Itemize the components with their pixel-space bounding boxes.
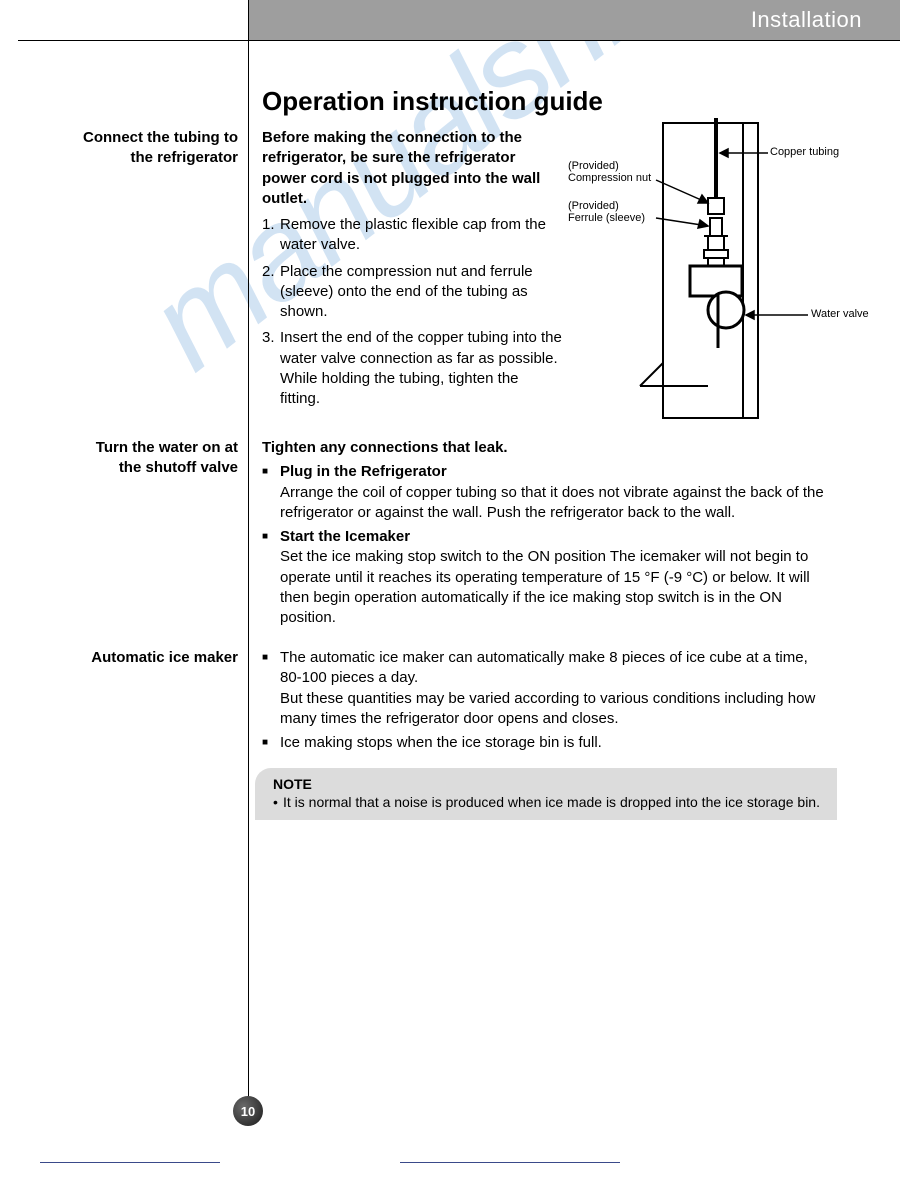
diagram-label-copper-tubing: Copper tubing	[770, 146, 839, 158]
page-main-title: Operation instruction guide	[262, 86, 603, 117]
note-title: NOTE	[273, 776, 823, 792]
bottom-accent-right	[400, 1162, 620, 1163]
bullet-content: Plug in the Refrigerator Arrange the coi…	[280, 462, 832, 523]
header-title: Installation	[751, 7, 862, 33]
list-item: ■ Plug in the Refrigerator Arrange the c…	[262, 462, 832, 523]
header-bar: Installation	[248, 0, 900, 40]
section2-label: Turn the water on at the shutoff valve	[18, 438, 238, 477]
bullet-marker: ■	[262, 648, 280, 729]
diagram-label-water-valve: Water valve	[811, 308, 869, 320]
section2-body: Tighten any connections that leak. ■ Plu…	[262, 438, 832, 632]
bullet-marker: ■	[262, 527, 280, 628]
list-item: ■ The automatic ice maker can automatica…	[262, 648, 832, 729]
section1-label: Connect the tubing to the refrigerator	[18, 128, 238, 167]
list-item: ■ Ice making stops when the ice storage …	[262, 733, 832, 753]
note-box: NOTE • It is normal that a noise is prod…	[255, 768, 837, 820]
bullet-text: The automatic ice maker can automaticall…	[280, 648, 832, 729]
diagram-tubing-connection: Copper tubing (Provided) Compression nut…	[568, 118, 898, 423]
bullet-text: Set the ice making stop switch to the ON…	[280, 547, 832, 628]
diagram-label-compression-nut: (Provided) Compression nut	[568, 160, 651, 184]
step-number: 1.	[262, 215, 280, 256]
page-number-badge: 10	[233, 1096, 263, 1126]
top-rule	[18, 40, 900, 41]
section2-lead: Tighten any connections that leak.	[262, 438, 832, 458]
bullet-marker: ■	[262, 462, 280, 523]
section3-body: ■ The automatic ice maker can automatica…	[262, 648, 832, 757]
section1-intro: Before making the connection to the refr…	[262, 128, 562, 209]
bullet-title: Plug in the Refrigerator	[280, 462, 832, 482]
step-number: 2.	[262, 262, 280, 323]
step-text: Insert the end of the copper tubing into…	[280, 328, 562, 409]
bottom-accent-left	[40, 1162, 220, 1163]
vertical-rule	[248, 0, 249, 1118]
bullet-text: Ice making stops when the ice storage bi…	[280, 733, 832, 753]
list-item: 1. Remove the plastic flexible cap from …	[262, 215, 562, 256]
section1-steps: 1. Remove the plastic flexible cap from …	[262, 215, 562, 409]
bullet-marker: ■	[262, 733, 280, 753]
section1-label-line1: Connect the tubing to	[83, 129, 238, 146]
section1-label-line2: the refrigerator	[130, 149, 238, 166]
section2-label-line1: Turn the water on at	[96, 439, 238, 456]
section3-label: Automatic ice maker	[18, 648, 238, 668]
note-bullet-marker: •	[273, 794, 283, 810]
section2-label-line2: the shutoff valve	[119, 459, 238, 476]
bullet-content: Start the Icemaker Set the ice making st…	[280, 527, 832, 628]
note-text: It is normal that a noise is produced wh…	[283, 794, 820, 810]
bullet-title: Start the Icemaker	[280, 527, 832, 547]
step-text: Remove the plastic flexible cap from the…	[280, 215, 562, 256]
list-item: ■ Start the Icemaker Set the ice making …	[262, 527, 832, 628]
diagram-label-ferrule: (Provided) Ferrule (sleeve)	[568, 200, 645, 224]
step-number: 3.	[262, 328, 280, 409]
list-item: 3. Insert the end of the copper tubing i…	[262, 328, 562, 409]
bullet-text: Arrange the coil of copper tubing so tha…	[280, 483, 832, 524]
list-item: 2. Place the compression nut and ferrule…	[262, 262, 562, 323]
step-text: Place the compression nut and ferrule (s…	[280, 262, 562, 323]
